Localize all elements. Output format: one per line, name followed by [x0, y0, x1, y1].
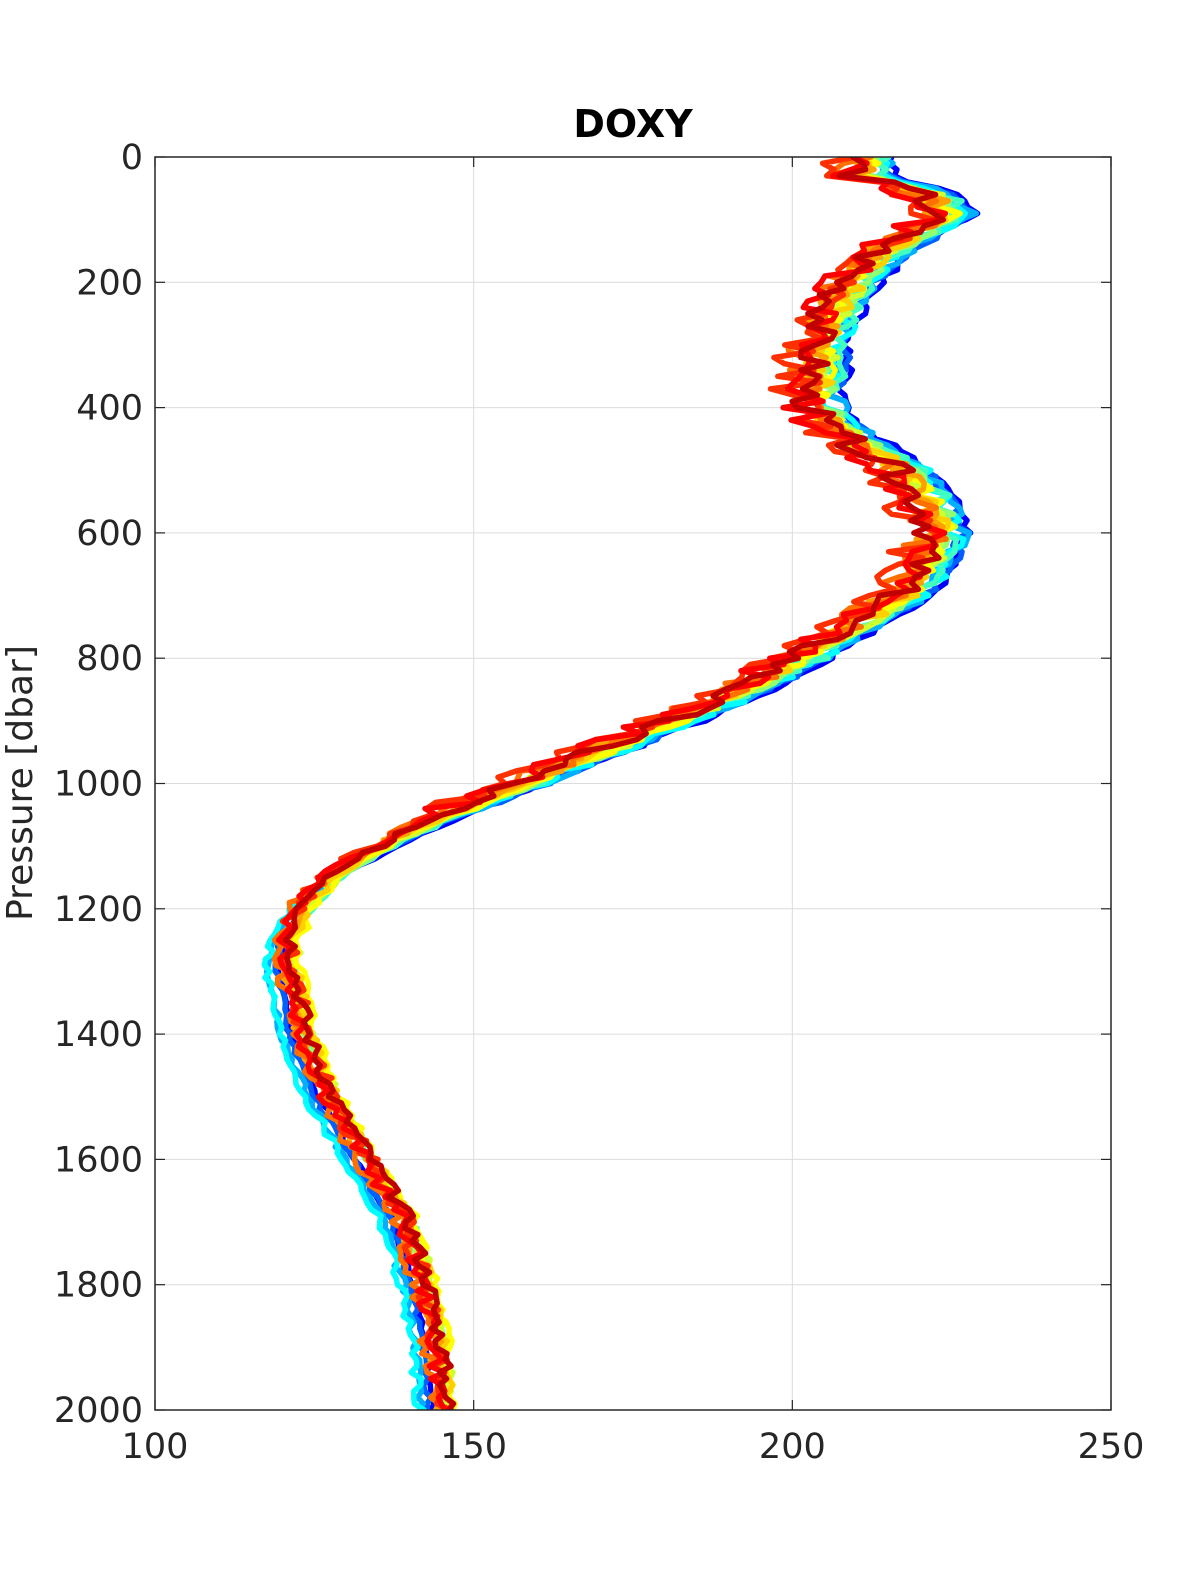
y-tick-label: 800: [76, 639, 143, 679]
y-tick-label: 1800: [54, 1266, 143, 1306]
y-tick-label: 2000: [54, 1391, 143, 1431]
x-tick-labels: 100 150 200 250: [122, 1427, 1145, 1467]
y-tick-label: 1400: [54, 1015, 143, 1055]
x-tick-label: 150: [440, 1427, 507, 1467]
x-tick-label: 200: [759, 1427, 826, 1467]
series-group: [261, 157, 981, 1410]
x-tick-label: 100: [122, 1427, 189, 1467]
y-tick-label: 400: [76, 389, 143, 429]
y-tick-label: 0: [121, 138, 143, 178]
ticks: [154, 156, 1112, 1411]
y-tick-label: 1600: [54, 1140, 143, 1180]
y-tick-label: 200: [76, 263, 143, 303]
y-tick-label: 1000: [54, 765, 143, 805]
y-axis-label: Pressure [dbar]: [0, 645, 41, 921]
y-tick-labels: 0 200 400 600 800 1000 1200 1400 1600 1800 2000: [54, 138, 143, 1431]
chart-title: DOXY: [573, 102, 693, 146]
y-tick-label: 600: [76, 514, 143, 554]
profile-series-line: [282, 157, 946, 1410]
y-tick-label: 1200: [54, 890, 143, 930]
x-tick-label: 250: [1078, 1427, 1145, 1467]
